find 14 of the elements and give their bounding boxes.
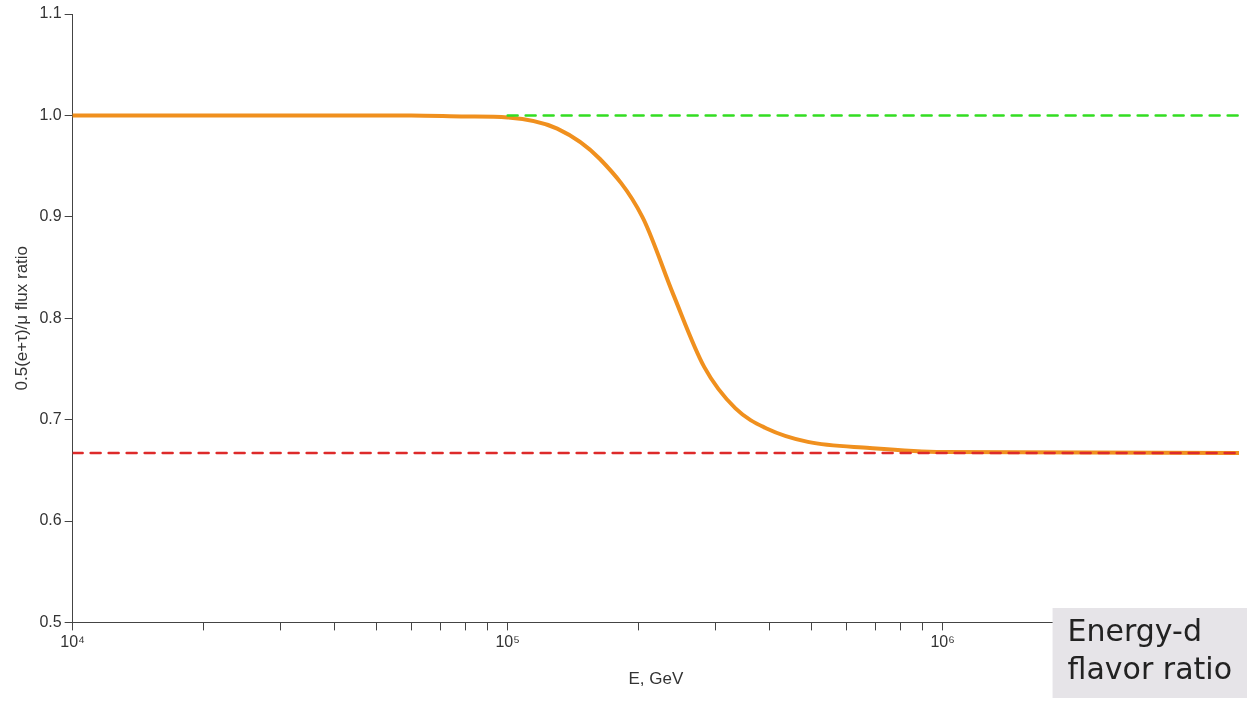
x-tick-label: 10⁶ <box>930 633 955 651</box>
y-tick-label: 1.0 <box>39 105 62 123</box>
text: flavor ratio <box>1067 650 1233 686</box>
y-tick-label: 0.7 <box>39 410 62 428</box>
y-tick-label: 1.1 <box>39 4 62 22</box>
y-tick-label: 0.6 <box>39 511 62 529</box>
y-tick-label: 0.9 <box>39 207 62 225</box>
x-axis-title: E, GeV <box>628 669 684 689</box>
x-tick-label: 10⁵ <box>495 633 520 651</box>
x-tick-label: 10⁴ <box>60 633 86 651</box>
y-tick-label: 0.5 <box>39 612 62 630</box>
y-tick-label: 0.8 <box>39 308 62 326</box>
annotation: Energy-d <box>1067 612 1202 648</box>
y-axis-title: 0.5(e+τ)/μ flux ratio <box>11 245 31 391</box>
